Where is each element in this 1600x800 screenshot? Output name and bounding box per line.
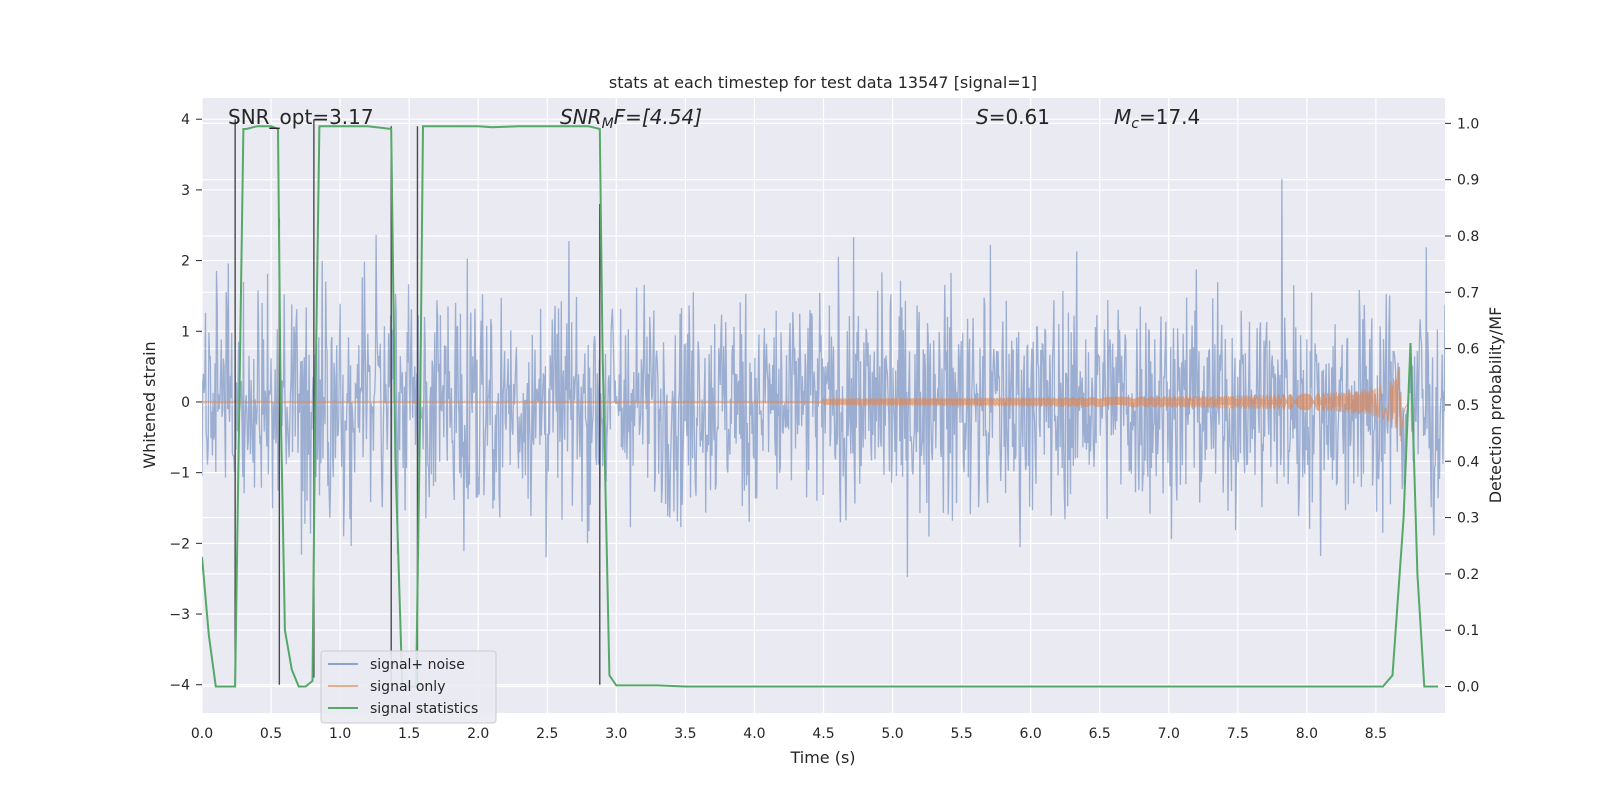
y-right-axis-label: Detection probability/MF: [1486, 307, 1505, 504]
y-right-tick-label: 0.3: [1457, 511, 1479, 527]
x-tick-label: 6.0: [1020, 726, 1042, 742]
x-tick-label: 4.0: [743, 726, 765, 742]
annotation-s-prefix: S: [976, 105, 989, 129]
y-left-tick-label: −2: [169, 536, 190, 552]
y-right-tick-label: 0.7: [1457, 285, 1479, 301]
y-left-tick-label: 0: [181, 395, 190, 411]
noise-trace: [202, 178, 1445, 578]
annotation-snr-opt: SNR_opt=3.17: [228, 105, 374, 129]
annotation-mc-sub: c: [1131, 116, 1139, 132]
chart-title: stats at each timestep for test data 135…: [609, 73, 1037, 92]
series-signal-only: [202, 368, 1409, 442]
x-axis-label: Time (s): [789, 748, 855, 767]
legend-label-signal-only: signal only: [370, 679, 445, 695]
x-tick-label: 1.0: [329, 726, 351, 742]
y-right-tick-label: 0.2: [1457, 567, 1479, 583]
x-tick-label: 7.0: [1158, 726, 1180, 742]
y-right-tick-label: 0.9: [1457, 173, 1479, 189]
y-left-tick-label: 2: [181, 254, 190, 270]
annotation-mc-prefix: M: [1114, 105, 1131, 129]
x-tick-label: 0.5: [260, 726, 282, 742]
y-left-axis-ticks: 4 3 2 1 0 −1 −2 −3 −4: [169, 112, 202, 694]
y-right-tick-label: 0.4: [1457, 454, 1479, 470]
y-right-tick-label: 0.5: [1457, 398, 1479, 414]
x-tick-label: 4.5: [812, 726, 834, 742]
annotation-s: S=0.61: [976, 105, 1050, 129]
x-tick-label: 3.0: [605, 726, 627, 742]
y-right-tick-label: 0.6: [1457, 342, 1479, 358]
y-left-tick-label: −4: [169, 678, 190, 694]
legend-label-signal-noise: signal+ noise: [370, 657, 465, 673]
y-right-tick-label: 0.0: [1457, 680, 1479, 696]
y-left-tick-label: 1: [181, 324, 190, 340]
x-tick-label: 2.0: [467, 726, 489, 742]
y-right-tick-label: 0.1: [1457, 623, 1479, 639]
annotation-snr-mf-sub: M: [602, 116, 614, 132]
y-right-tick-label: 1.0: [1457, 116, 1479, 132]
annotation-snr-mf-suffix: F=[4.54]: [614, 105, 702, 129]
x-tick-label: 2.5: [536, 726, 558, 742]
x-tick-label: 0.0: [191, 726, 213, 742]
x-axis-ticks: 0.0 0.5 1.0 1.5 2.0 2.5 3.0 3.5 4.0 4.5 5.0 5.5 6.0 6…: [191, 726, 1387, 742]
annotation-snr-mf: SNRMF=[4.54]: [560, 105, 702, 132]
x-tick-label: 5.5: [950, 726, 972, 742]
y-left-tick-label: −3: [169, 607, 190, 623]
y-left-tick-label: 3: [181, 183, 190, 199]
x-tick-label: 6.5: [1089, 726, 1111, 742]
x-tick-label: 8.0: [1296, 726, 1318, 742]
annotation-mc-suffix: =17.4: [1139, 105, 1200, 129]
y-right-tick-label: 0.8: [1457, 229, 1479, 245]
y-left-axis-label: Whitened strain: [140, 341, 159, 468]
y-left-tick-label: 4: [181, 112, 190, 128]
annotation-snr-mf-prefix: SNR: [560, 105, 602, 129]
x-tick-label: 1.5: [398, 726, 420, 742]
x-tick-label: 7.5: [1227, 726, 1249, 742]
y-right-axis-ticks: 1.0 0.9 0.8 0.7 0.6 0.5 0.4 0.3 0.2 0.1 0.0: [1445, 116, 1479, 696]
series-signal-noise: [202, 178, 1445, 578]
legend-label-signal-statistics: signal statistics: [370, 701, 478, 717]
x-tick-label: 3.5: [674, 726, 696, 742]
legend-box: [320, 650, 497, 724]
x-tick-label: 8.5: [1365, 726, 1387, 742]
y-left-tick-label: −1: [169, 466, 190, 482]
legend: signal+ noise signal only signal statist…: [320, 650, 497, 724]
annotation-s-suffix: =0.61: [989, 105, 1050, 129]
x-tick-label: 5.0: [881, 726, 903, 742]
annotation-mc: Mc=17.4: [1114, 105, 1200, 132]
